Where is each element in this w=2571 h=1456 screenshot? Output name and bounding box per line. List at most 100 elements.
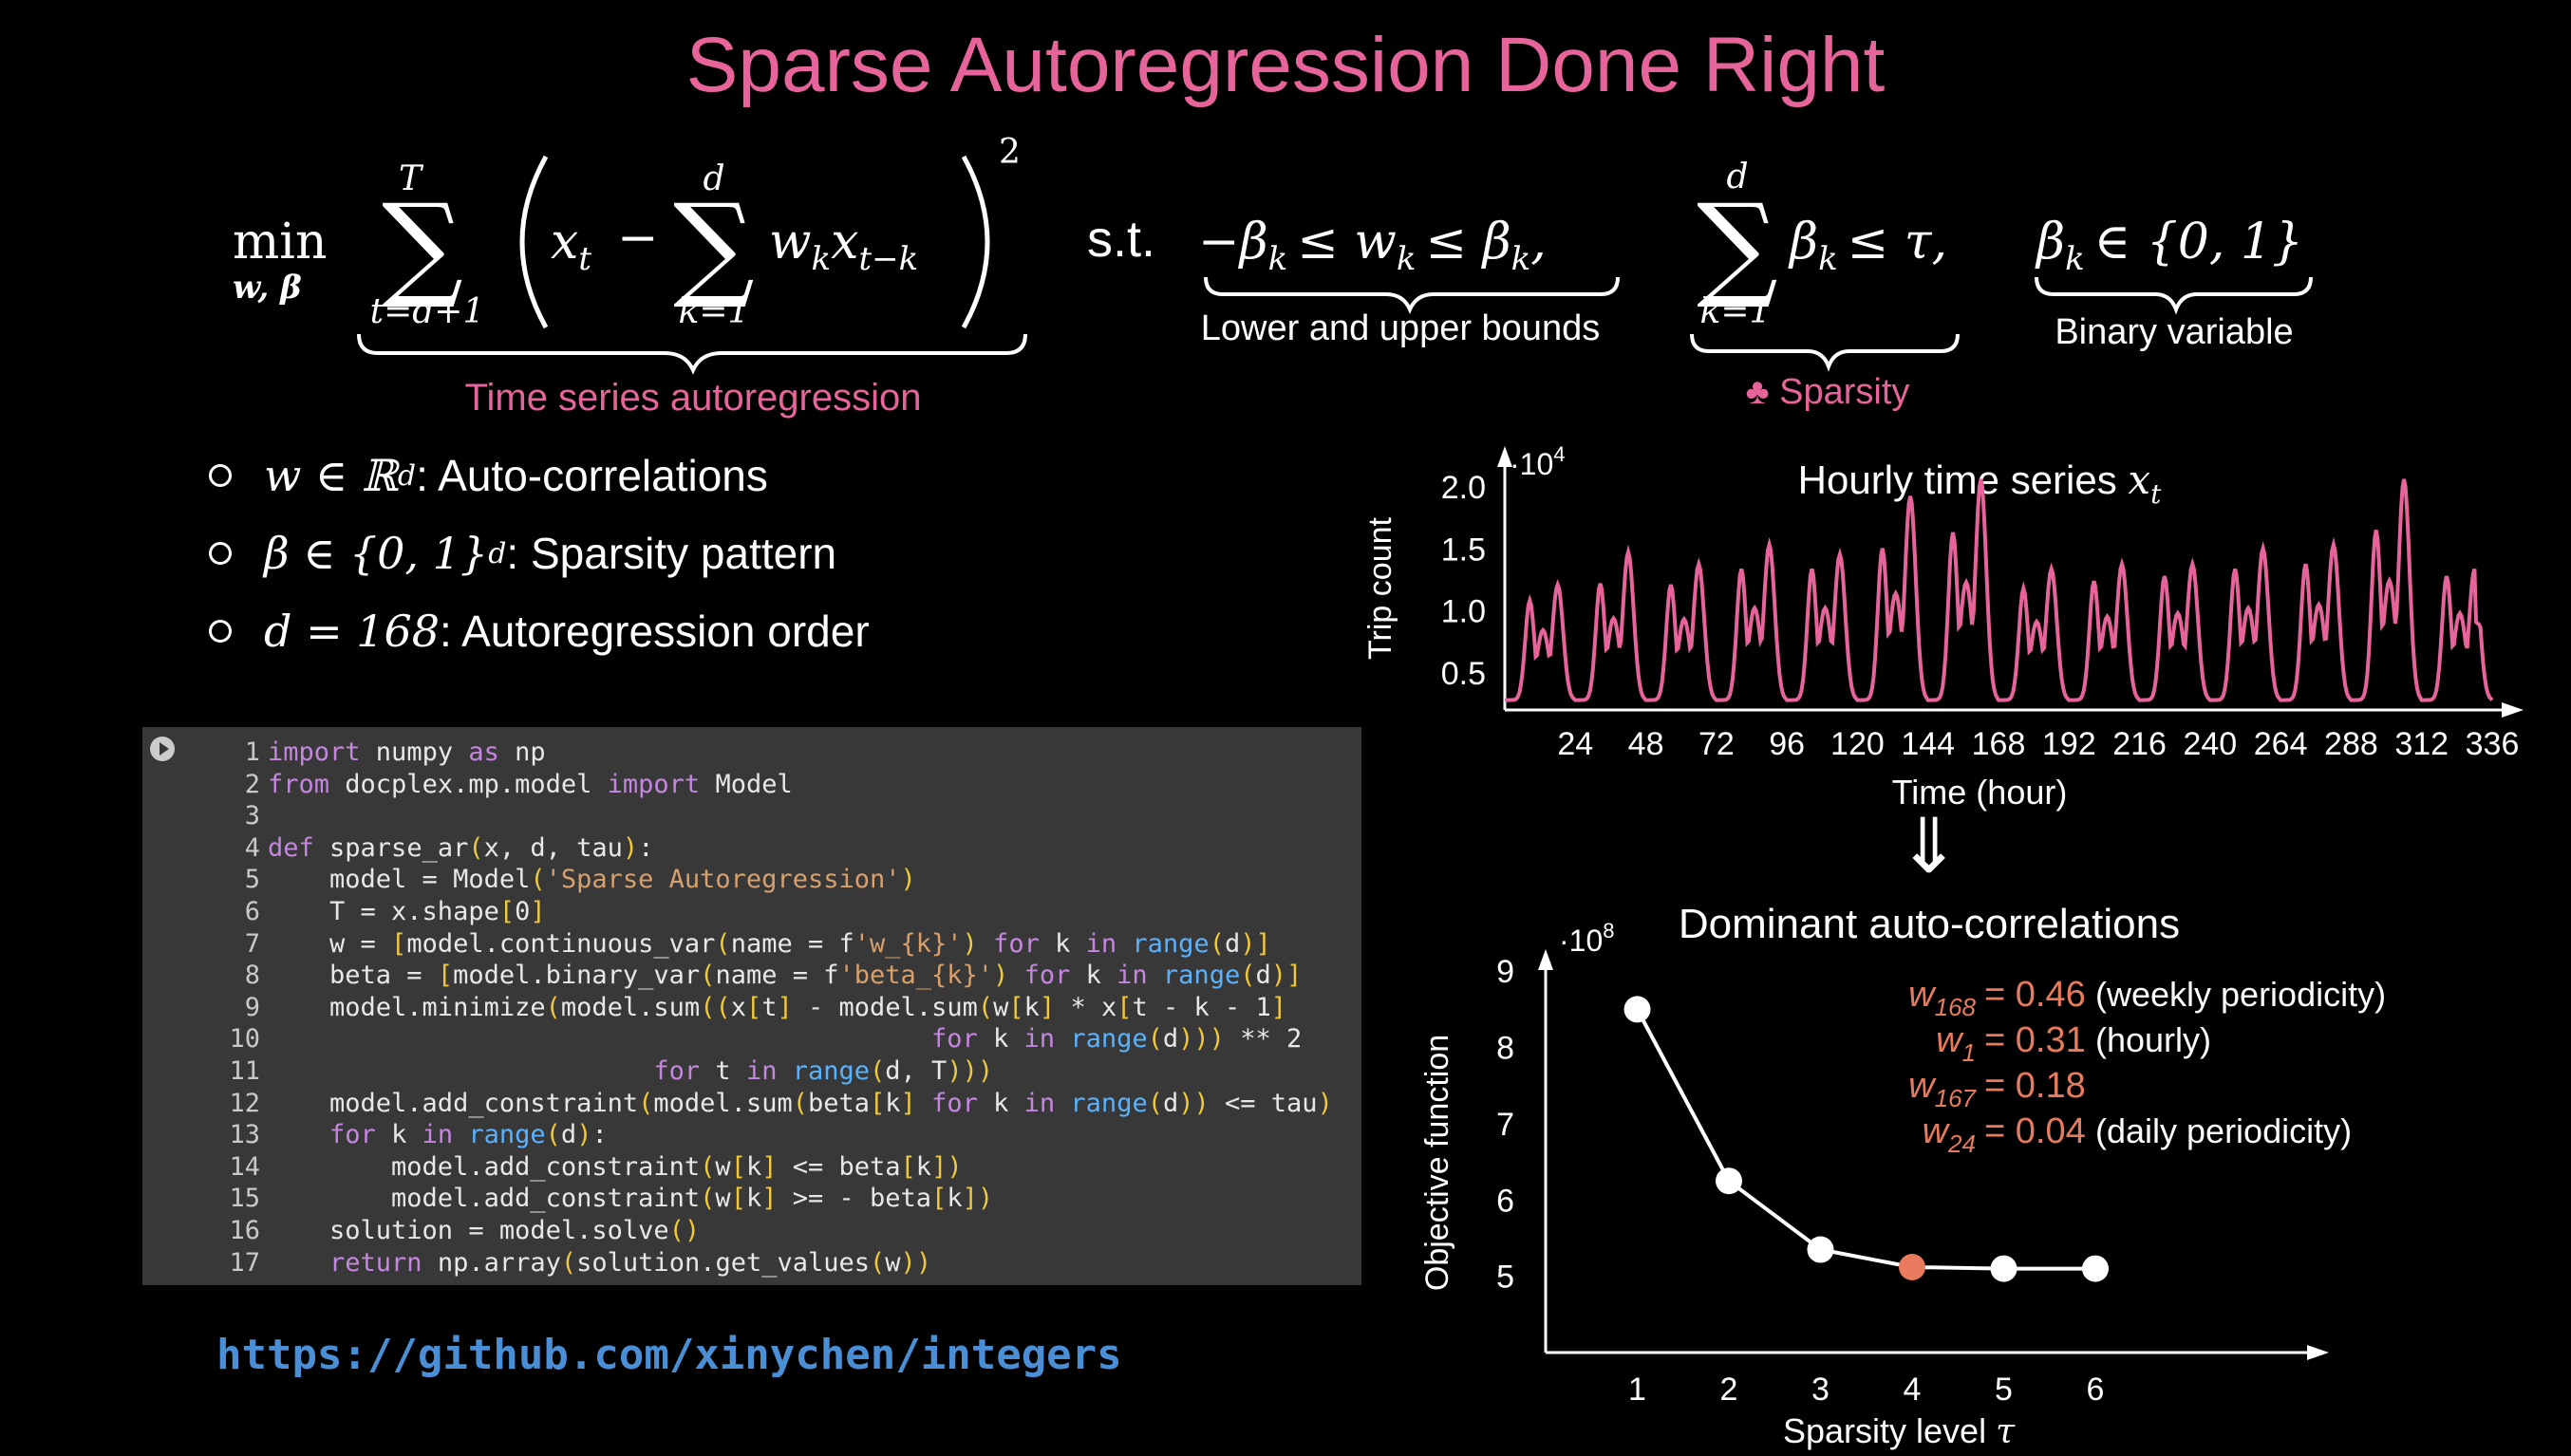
data-point: [1716, 1167, 1742, 1195]
bullet-symbol: d = 168: [264, 606, 441, 657]
code-line: for k in range(d):: [329, 1120, 608, 1150]
y-axis-label: Objective function: [1419, 1035, 1455, 1291]
bullet-dot: [209, 542, 232, 565]
y-tick-label: 9: [1496, 954, 1514, 990]
sparsity-sum-lower: k=1: [1700, 292, 1772, 331]
bullet-beta: β ∈ {0, 1} d: Sparsity pattern: [209, 514, 870, 592]
inner-sum-lower: k=1: [679, 292, 750, 331]
sparsity-sum-symbol: ∑: [1697, 180, 1778, 312]
code-line: beta = [model.binary_var(name = f'beta_{…: [268, 961, 1303, 991]
data-point: [1990, 1255, 2017, 1282]
github-link[interactable]: https://github.com/xinychen/integers: [216, 1331, 1122, 1379]
left-paren: [519, 155, 549, 329]
inner-sum-symbol: ∑: [673, 180, 755, 312]
bullet-d: d = 168: Autoregression order: [209, 592, 870, 670]
y-tick-label: 8: [1496, 1031, 1514, 1067]
code-line: T = x.shape[0]: [268, 896, 546, 926]
code-line: model.add_constraint(model.sum(beta[k] f…: [268, 1088, 1333, 1118]
y-tick-label: 0.5: [1441, 656, 1486, 692]
data-point: [2082, 1255, 2109, 1282]
label-sparsity: ♣ Sparsity: [1746, 372, 1910, 412]
x-tick-label: 48: [1628, 726, 1664, 762]
axis-multiplier: ·104: [1510, 446, 1566, 481]
x-tick-label: 1: [1628, 1372, 1646, 1408]
sparsity-sum-upper: d: [1726, 158, 1748, 196]
annotation-sub: 1: [1962, 1038, 1976, 1067]
bullet-symbol: β ∈ {0, 1}: [264, 528, 489, 579]
code-line: for k in range(d))) ** 2: [930, 1024, 1303, 1055]
x-tick-label: 264: [2254, 726, 2308, 762]
annotation-w: w: [1908, 975, 1937, 1015]
down-arrow: ⇓: [1897, 802, 1961, 890]
annotation-w: w: [1923, 1111, 1951, 1151]
y-tick-label: 5: [1496, 1260, 1514, 1296]
power-two: 2: [999, 133, 1021, 172]
bullet-dot: [209, 464, 232, 487]
y-axis-arrow: [1497, 446, 1512, 467]
x-tick-label: 192: [2042, 726, 2096, 762]
x-t: xt: [551, 214, 591, 278]
page-title: Sparse Autoregression Done Right: [685, 22, 1886, 108]
annotation-w: w: [1908, 1066, 1937, 1106]
annotation-sub: 167: [1935, 1084, 1978, 1112]
bullet-symbol: w ∈ ℝ: [264, 450, 398, 501]
annotation-var: w1: [1936, 1020, 1976, 1067]
x-tick-label: 6: [2087, 1372, 2105, 1408]
data-point: [1623, 996, 1651, 1023]
x-tick-label: 144: [1901, 726, 1955, 762]
bullet-sup: d: [488, 536, 507, 570]
min-subscript: w, β: [233, 269, 302, 307]
y-tick-label: 1.5: [1441, 532, 1486, 568]
x-axis-label: Time (hour): [1892, 773, 2068, 812]
chart-title-text: Hourly time series: [1798, 457, 2129, 502]
sum-symbol: ∑: [382, 180, 463, 312]
annotation-note: (hourly): [2095, 1020, 2211, 1059]
label-autoregression: Time series autoregression: [465, 377, 922, 419]
bullet-text: : Autoregression order: [440, 607, 870, 656]
code-line: def sparse_ar(x, d, tau):: [268, 832, 654, 863]
x-tick-label: 4: [1904, 1372, 1922, 1408]
code-line: model.add_constraint(w[k] >= - beta[k]): [268, 1184, 994, 1214]
bullet-dot: [209, 620, 232, 643]
minus-sign: −: [617, 210, 659, 267]
y-tick-label: 1.0: [1441, 594, 1486, 630]
annotation-value: = 0.31: [1984, 1020, 2086, 1060]
code-line: solution = model.solve(): [268, 1215, 701, 1245]
objective-formula: min w, β T ∑ t=d+1 xt − d ∑ k=1 wkxt−k 2…: [233, 133, 2313, 419]
run-cell-icon[interactable]: [150, 737, 175, 761]
hourly-series-chart: 24 48 72 96 120 144 168 192 216 240 264 288 312 336 0.…: [1362, 446, 2524, 812]
annotation-var: w24: [1923, 1111, 1976, 1158]
annotation-note: (daily periodicity): [2095, 1111, 2352, 1150]
x-axis-label-var: τ: [1996, 1412, 2016, 1451]
brace-bounds: [1204, 276, 1620, 314]
bullet-text: : Auto-correlations: [416, 451, 768, 500]
objective-chart: 1 2 3 4 5 6 5 6 7 8 9 ·108 Dominant auto-correlation…: [1419, 901, 2386, 1451]
annotation-value: = 0.46: [1984, 975, 2086, 1015]
chart-title: Hourly time series xt: [1798, 457, 2162, 510]
x-tick-label: 336: [2466, 726, 2520, 762]
x-tick-label: 5: [1995, 1372, 2013, 1408]
annotation-note: (weekly periodicity): [2095, 975, 2386, 1014]
code-line: from docplex.mp.model import Model: [268, 769, 793, 799]
sparsity-constraint: βk ≤ τ,: [1788, 214, 1947, 278]
x-axis-arrow: [2307, 1345, 2329, 1360]
annotation-var: w167: [1908, 1066, 1977, 1112]
x-tick-label: 216: [2112, 726, 2167, 762]
brace-binary: [2035, 276, 2313, 315]
x-tick-label: 312: [2394, 726, 2449, 762]
y-tick-label: 2.0: [1441, 470, 1486, 506]
annotation-value: = 0.18: [1984, 1066, 2086, 1106]
x-tick-label: 120: [1830, 726, 1885, 762]
x-axis-arrow: [2502, 702, 2524, 718]
annotation-w: w: [1936, 1020, 1964, 1060]
highlight-point: [1899, 1254, 1925, 1280]
x-tick-label: 2: [1720, 1372, 1738, 1408]
x-tick-label: 288: [2324, 726, 2378, 762]
code-cell[interactable]: 1 import numpy as np 2 from docplex.mp.mod…: [142, 727, 1361, 1285]
chart-title: Dominant auto-correlations: [1679, 901, 2180, 947]
bullet-sup: d: [397, 458, 417, 493]
right-paren: [961, 155, 990, 329]
bullet-text: : Sparsity pattern: [506, 529, 837, 578]
